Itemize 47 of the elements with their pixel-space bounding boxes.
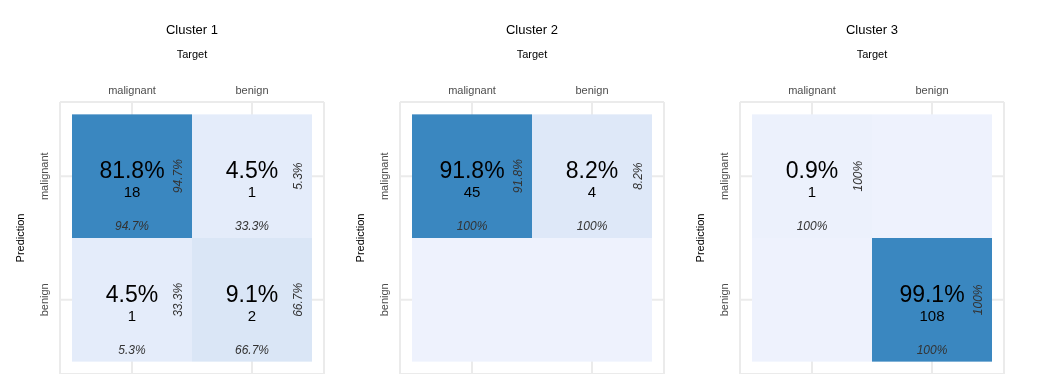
annotation: 0.9% <box>785 157 839 184</box>
annotation: 99.1% <box>899 280 965 307</box>
chart-title: Cluster 2 <box>505 22 559 37</box>
annotation: 94.7% <box>171 158 185 194</box>
annotation: 4.5% <box>105 280 159 307</box>
annotation: 100% <box>576 219 608 233</box>
y-axis-title: Prediction <box>693 213 706 263</box>
annotation: 100% <box>796 219 828 233</box>
data-label: 1 <box>247 183 257 201</box>
y-axis-title: Prediction <box>353 213 366 263</box>
annotation: 5.3% <box>118 342 146 357</box>
x-tick-label: benign <box>915 84 949 96</box>
annotation: 91.8% <box>511 158 525 194</box>
annotation: 91.8% <box>439 157 505 184</box>
annotation: 33.3% <box>171 282 185 317</box>
data-label: 108 <box>919 306 945 324</box>
annotation: 5.3% <box>291 162 305 190</box>
annotation: 100% <box>971 284 985 316</box>
data-label: 4 <box>587 183 597 201</box>
x-tick-label: benign <box>235 84 269 96</box>
data-label: 1 <box>807 183 817 201</box>
annotation: 4.5% <box>225 157 279 184</box>
annotation: 100% <box>916 342 948 357</box>
x-tick-label: benign <box>575 84 609 96</box>
annotation: 100% <box>851 160 865 192</box>
annotation: 66.7% <box>291 282 305 317</box>
annotation: 100% <box>456 219 488 233</box>
annotation: 8.2% <box>631 162 645 190</box>
x-tick-label: malignant <box>788 84 836 96</box>
data-label: 45 <box>463 183 481 201</box>
x-axis-title: Target <box>516 47 548 60</box>
annotation: 94.7% <box>114 219 150 233</box>
x-axis-title: Target <box>176 47 208 60</box>
annotation: 9.1% <box>225 280 279 307</box>
annotation: 81.8% <box>99 157 165 184</box>
x-tick-label: malignant <box>448 84 496 96</box>
data-label: 18 <box>123 183 141 201</box>
x-axis-title: Target <box>856 47 888 60</box>
chart-title: Cluster 3 <box>845 22 899 37</box>
annotation: 33.3% <box>234 219 270 233</box>
x-tick-label: malignant <box>108 84 156 96</box>
data-label: 1 <box>127 306 137 324</box>
annotation: 8.2% <box>565 157 619 184</box>
chart-title: Cluster 1 <box>165 22 219 37</box>
y-axis-title: Prediction <box>13 213 26 263</box>
annotation: 66.7% <box>234 342 270 357</box>
data-label: 2 <box>247 306 257 324</box>
